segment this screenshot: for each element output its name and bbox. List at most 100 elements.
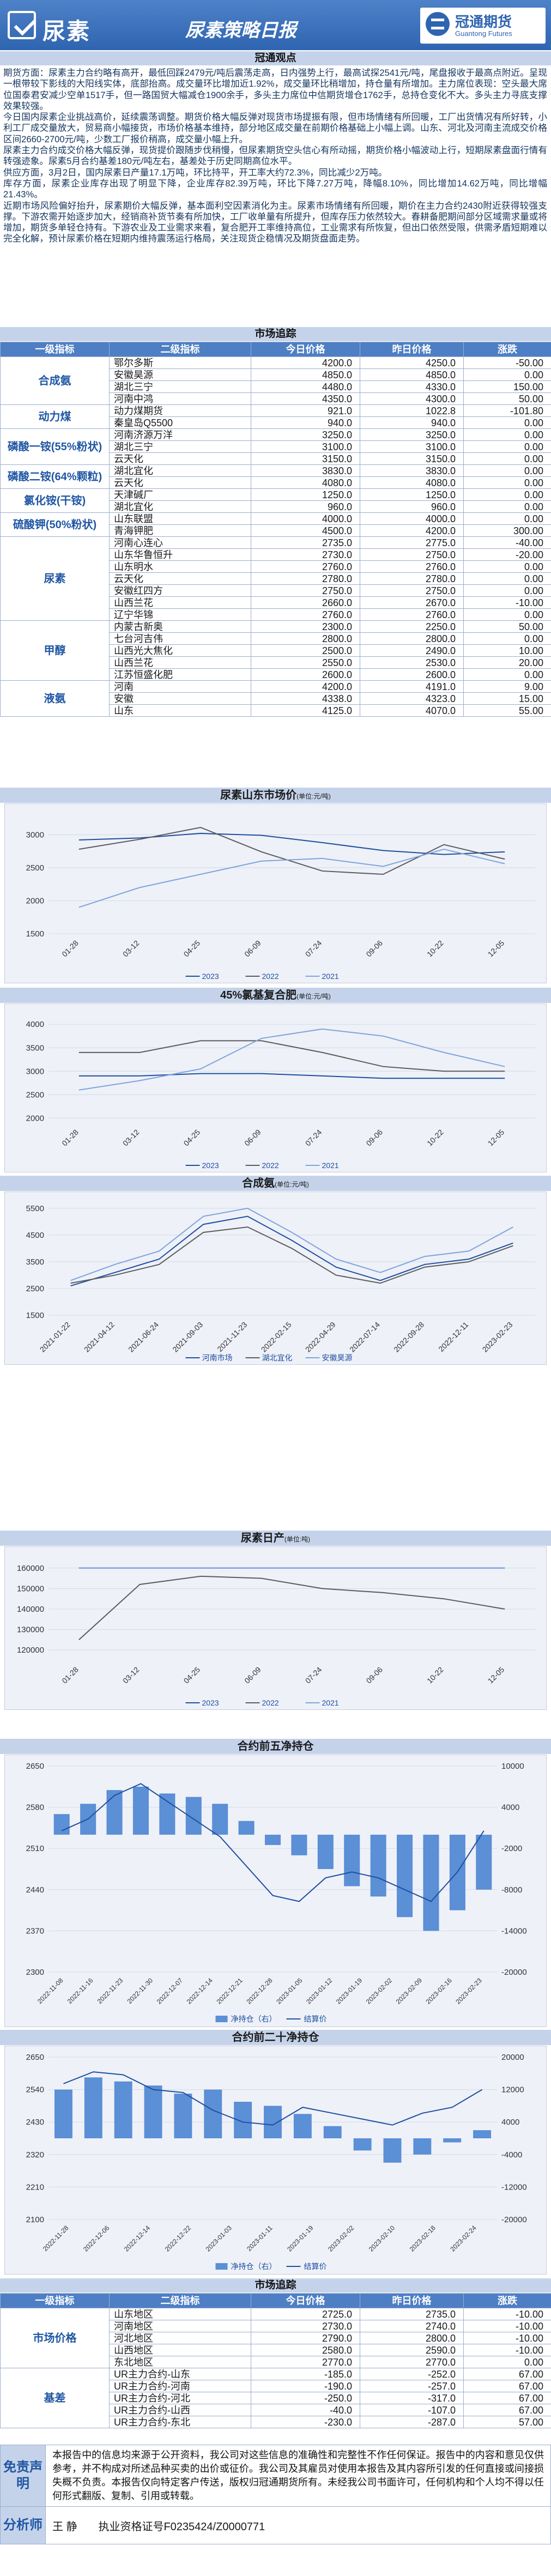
chart-title-top20-net: 合约前二十净持仓 (0, 2030, 551, 2045)
table-row: 基差 UR主力合约-山东 -185.0 -252.0 67.00 (0, 2368, 551, 2428)
indicator-cell: 山东地区 (109, 2308, 251, 2320)
x-tick-label: 2022-12-22 (164, 2224, 193, 2253)
category-cell: 基差 (0, 2368, 110, 2428)
price-cell: 940.0 (360, 416, 464, 429)
table-row: UR主力合约-河南 -190.0 -257.0 67.00 (1, 2380, 551, 2392)
net-position-bar (264, 2106, 282, 2138)
price-cell: 2750.0 (360, 584, 464, 597)
price-cell: 960.0 (251, 500, 360, 513)
price-cell: 3250.0 (251, 428, 360, 441)
indicator-cell: 湖北三宁 (109, 440, 251, 453)
table-header: 昨日价格 (360, 342, 464, 357)
analyst-heading: 分析师 (0, 2506, 46, 2544)
indicator-cell: 山东 (109, 704, 251, 717)
y-tick-label: 120000 (17, 1646, 44, 1655)
logo-text: 尿素 (43, 18, 91, 45)
price-cell: 2600.0 (360, 668, 464, 681)
category-cell: 液氨 (0, 680, 110, 717)
y-left-tick-label: 2650 (26, 1762, 44, 1771)
legend-label: 2023 (202, 1161, 219, 1170)
price-cell: 4080.0 (251, 476, 360, 489)
indicator-cell: 山东联盟 (109, 512, 251, 525)
legend-label: 结算价 (304, 2262, 327, 2271)
net-position-bar (204, 2089, 222, 2138)
price-cell: 2760.0 (360, 560, 464, 573)
indicator-cell: 河南济源万洋 (109, 428, 251, 441)
change-cell: -10.00 (463, 2344, 551, 2356)
y-tick-label: 2500 (26, 1090, 44, 1099)
x-tick-label: 2023-02-02 (326, 2224, 356, 2253)
indicator-cell: 河南 (109, 680, 251, 693)
price-cell: 2800.0 (360, 632, 464, 645)
x-tick-label: 2023-01-12 (305, 1976, 334, 2006)
net-position-bar (174, 2094, 192, 2138)
y-right-tick-label: 12000 (501, 2085, 524, 2095)
price-cell: 2660.0 (251, 596, 360, 609)
price-cell: 4070.0 (360, 704, 464, 717)
change-cell: 0.00 (463, 2356, 551, 2368)
change-cell: 300.00 (463, 524, 551, 537)
series-line (78, 1028, 505, 1091)
price-cell: 4000.0 (360, 512, 464, 525)
x-tick-label: 2022-11-28 (41, 2224, 70, 2253)
viewpoint-title: 冠通观点 (0, 51, 551, 65)
brand-logo: 冠通期货 Guantong Futures (420, 8, 546, 44)
y-left-tick-label: 2440 (26, 1885, 44, 1895)
y-right-tick-label: -8000 (501, 1885, 522, 1895)
x-tick-label: 2023-01-11 (245, 2224, 274, 2253)
x-tick-label: 2023-01-05 (275, 1976, 304, 2006)
net-position-bar (443, 2138, 462, 2143)
settlement-line (63, 2071, 483, 2126)
change-cell: 0.00 (463, 608, 551, 621)
market2-title: 市场追踪 (0, 2278, 551, 2293)
change-cell: 67.00 (463, 2404, 551, 2416)
price-cell: -252.0 (360, 2368, 464, 2380)
price-cell: 2250.0 (360, 620, 464, 633)
price-cell: 2735.0 (251, 536, 360, 549)
x-tick-label: 09-06 (364, 1665, 384, 1685)
net-position-bar (383, 2138, 402, 2163)
y-right-tick-label: -2000 (501, 1844, 522, 1853)
net-position-bar (353, 2138, 372, 2151)
x-tick-label: 2022-02-15 (259, 1320, 293, 1354)
change-cell: 67.00 (463, 2392, 551, 2404)
category-cell: 市场价格 (0, 2308, 110, 2368)
net-position-bar (144, 2085, 162, 2138)
price-cell: 2550.0 (251, 656, 360, 669)
y-right-tick-label: 4000 (501, 1803, 519, 1812)
x-tick-label: 01-28 (60, 1128, 80, 1148)
table-row: 云天化 2780.0 2780.0 0.00 (1, 572, 551, 585)
x-tick-label: 2023-02-23 (454, 1976, 483, 2006)
price-cell: 2725.0 (251, 2308, 360, 2320)
legend-label: 2021 (322, 1161, 339, 1170)
table-header: 一级指标 (0, 2293, 110, 2308)
price-cell: 2760.0 (251, 560, 360, 573)
chart-ammonia: 1500 2500 3500 4500 5500 2021-01-22 2021-04-12… (4, 1192, 547, 1365)
table-header: 一级指标 (0, 342, 110, 357)
change-cell: 0.00 (463, 368, 551, 381)
table-row: 河南中鸿 4350.0 4300.0 50.00 (1, 392, 551, 405)
category-cell: 硫酸钾(50%粉状) (0, 512, 110, 537)
y-tick-label: 3500 (26, 1257, 44, 1267)
indicator-cell: UR主力合约-东北 (109, 2416, 251, 2428)
legend-label: 河南市场 (202, 1353, 233, 1362)
analyst-license: 执业资格证号F0235424/Z0000771 (98, 2520, 265, 2533)
price-cell: 4480.0 (251, 380, 360, 393)
table-row: 氯化铵(干铵) 天津碱厂 1250.0 1250.0 0.00 (0, 488, 551, 513)
price-cell: 4338.0 (251, 692, 360, 705)
y-tick-label: 4000 (26, 1020, 44, 1029)
price-cell: 4850.0 (360, 368, 464, 381)
y-left-tick-label: 2430 (26, 2118, 44, 2127)
net-position-bar (53, 1814, 70, 1835)
net-position-bar (212, 1804, 228, 1835)
net-position-bar (106, 1790, 123, 1835)
table-header: 二级指标 (109, 2293, 251, 2308)
report-title: 尿素策略日报 (185, 20, 296, 41)
x-tick-label: 2023-02-02 (365, 1976, 394, 2006)
viewpoint-paragraph: 尿素主力合约成交价格大幅反弹，现货提价跟随步伐稍慢，但尿素期货空头信心有所动摇，… (3, 145, 547, 167)
y-left-tick-label: 2300 (26, 1968, 44, 1977)
x-tick-label: 2022-04-29 (304, 1320, 337, 1354)
price-cell: 960.0 (360, 500, 464, 513)
x-tick-label: 09-06 (364, 1128, 384, 1148)
x-tick-label: 07-24 (304, 1128, 324, 1148)
